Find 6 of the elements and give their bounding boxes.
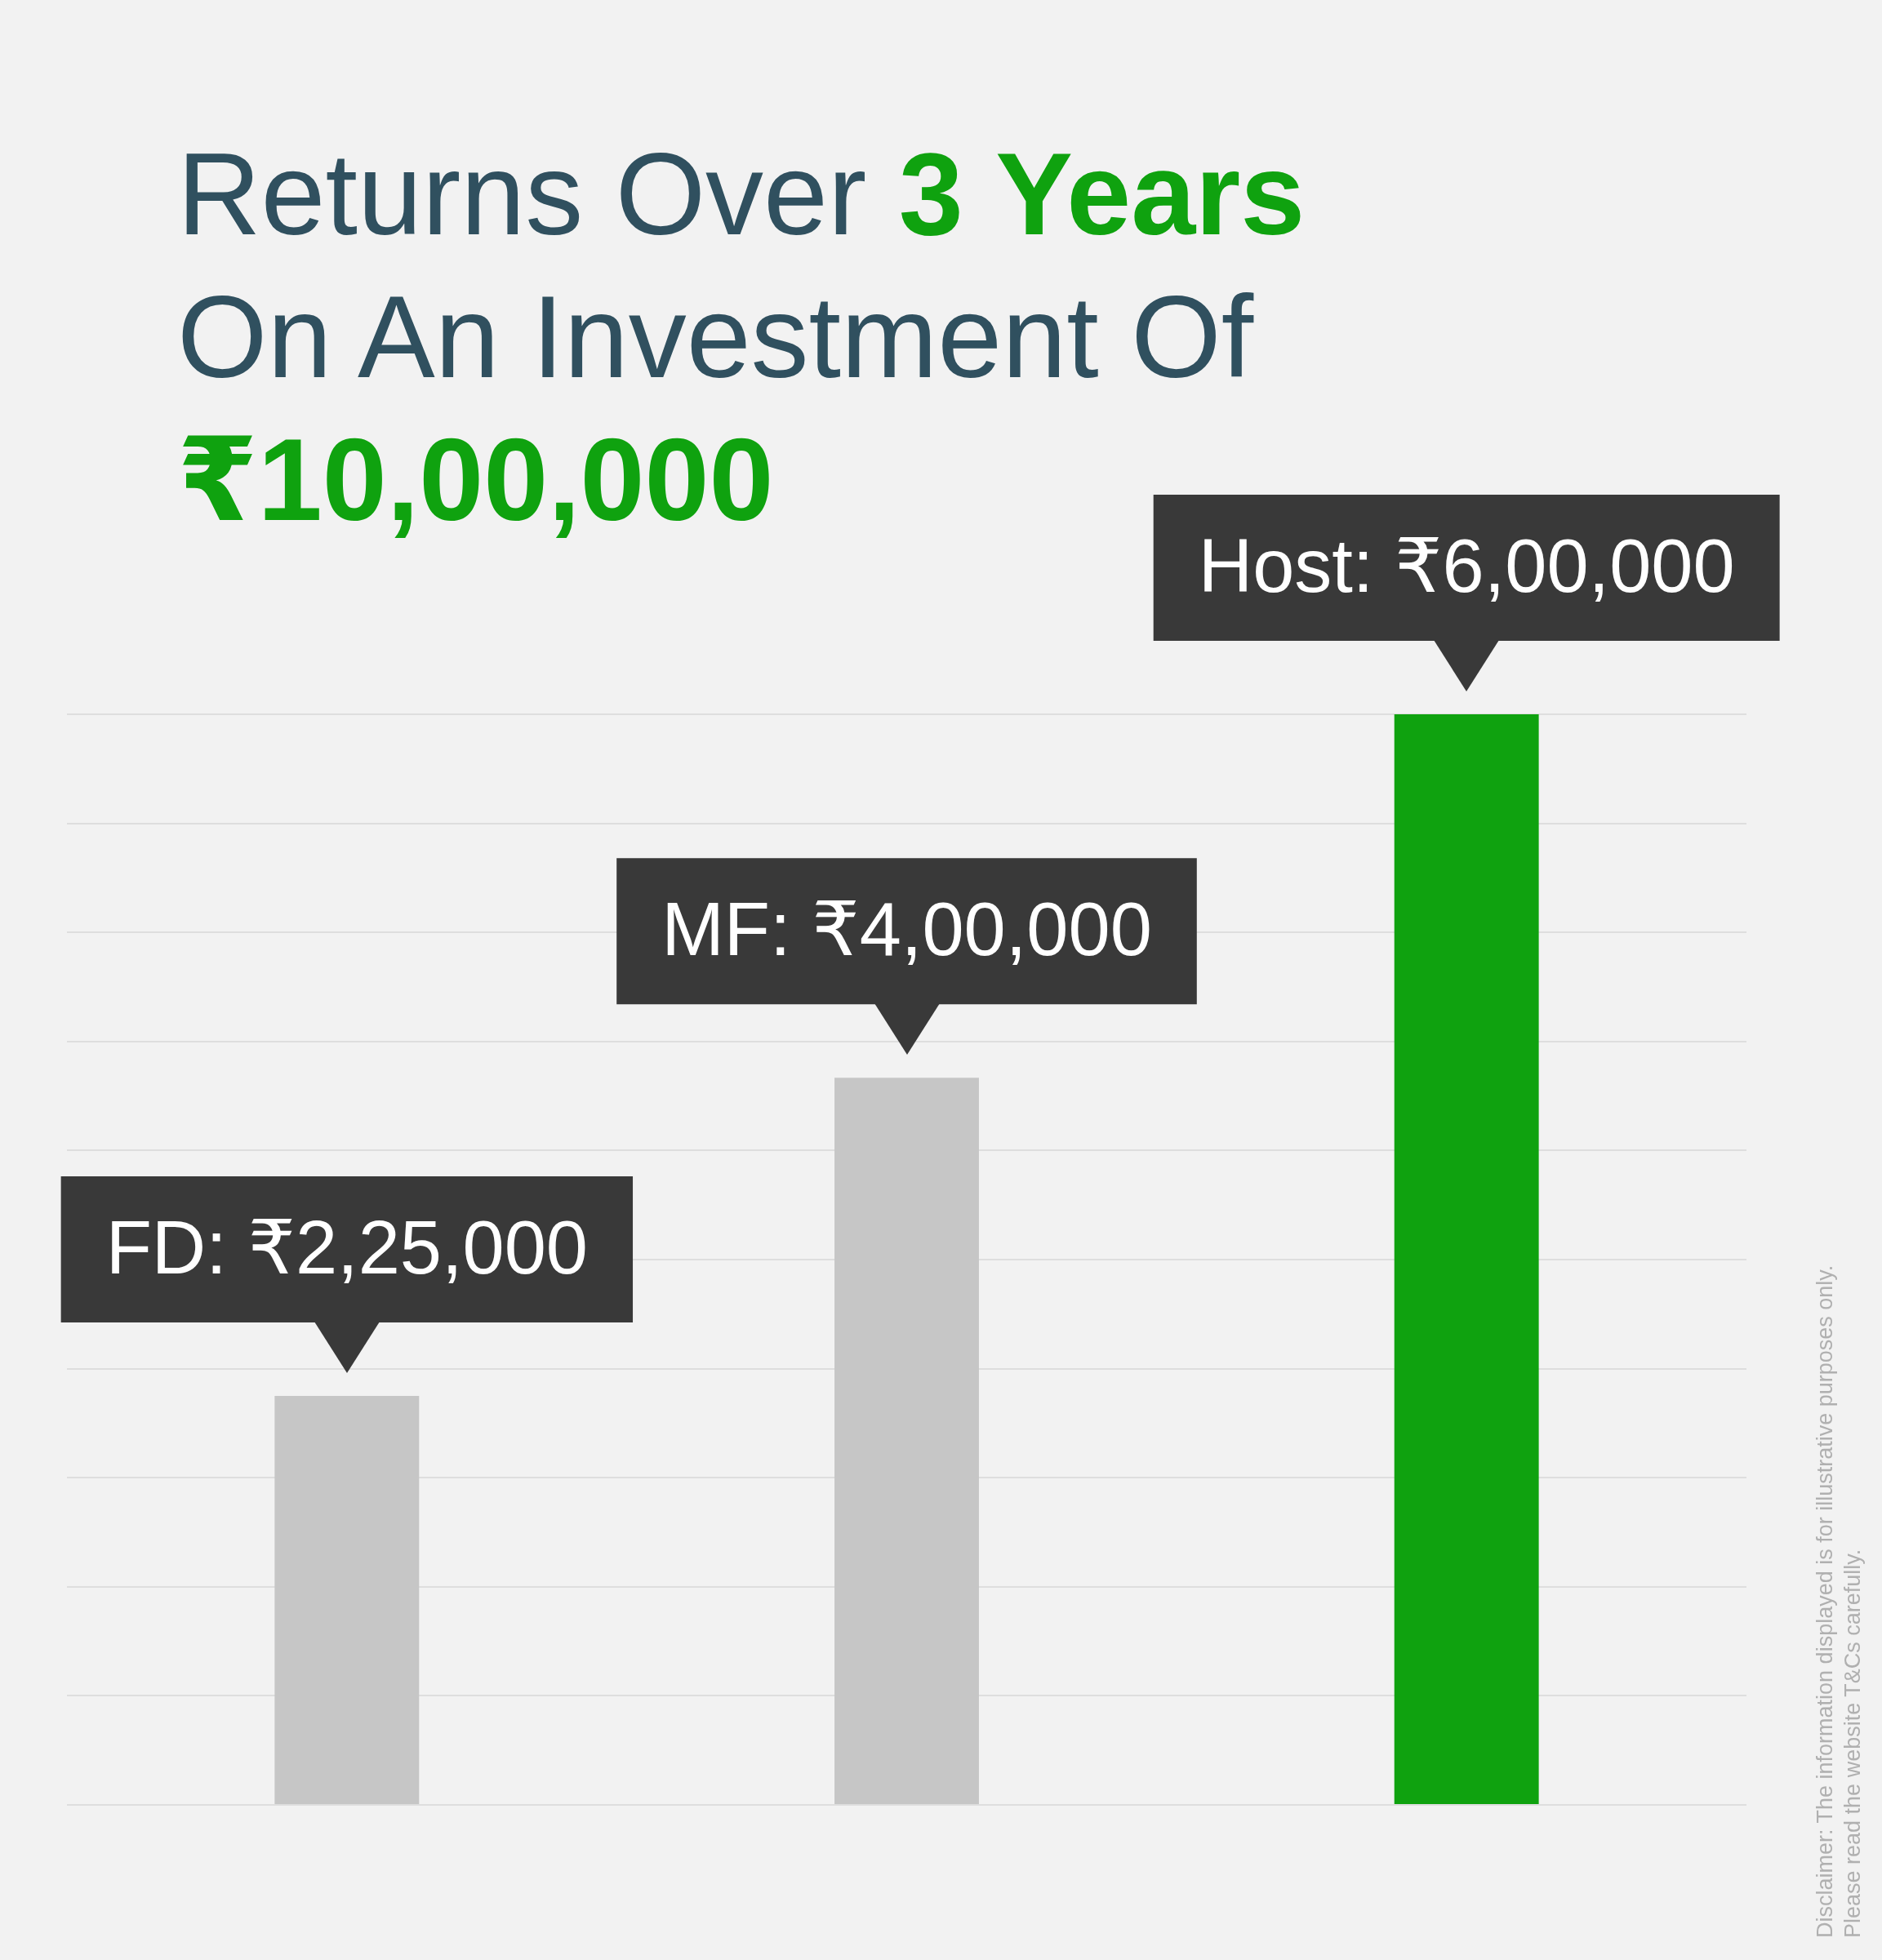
chart-title: Returns Over 3 Years On An Investment Of [177, 129, 1306, 402]
text: Disclaimer: The information displayed is for illustrative purposes only. Please read the website T&Cs carefully. [1812, 1264, 1866, 1938]
chart-subtitle: ₹10,00,000 [177, 415, 774, 544]
data-label: FD: ₹2,25,000 [105, 1205, 589, 1289]
data-label: Host: ₹6,00,000 [1198, 523, 1735, 607]
data-label: MF: ₹4,00,000 [661, 887, 1152, 971]
